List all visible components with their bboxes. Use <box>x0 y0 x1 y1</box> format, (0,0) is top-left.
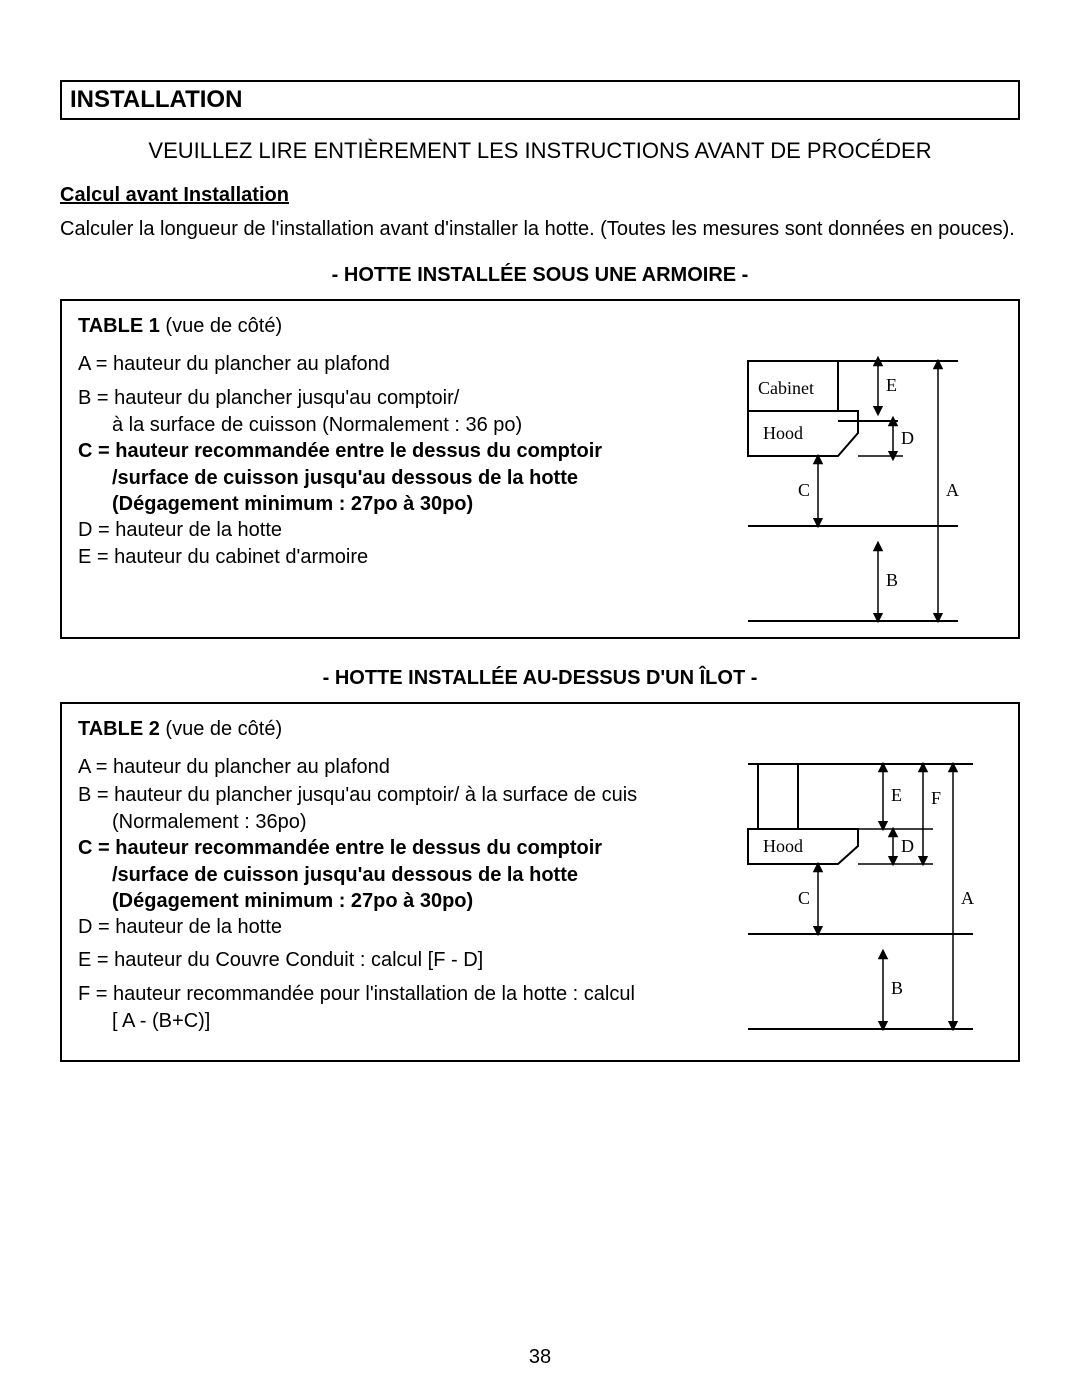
section2-title: - HOTTE INSTALLÉE AU-DESSUS D'UN ÎLOT - <box>60 667 1020 690</box>
def-E: E = hauteur du cabinet d'armoire <box>78 545 638 571</box>
table1-box: TABLE 1 (vue de côté) A = hauteur du pla… <box>60 299 1020 639</box>
subheading-calcul: Calcul avant Installation <box>60 184 1020 207</box>
def2-C-l1: C = hauteur recommandée entre le dessus … <box>78 836 688 862</box>
document-page: INSTALLATION VEUILLEZ LIRE ENTIÈREMENT L… <box>0 0 1080 1130</box>
diagram2-D: D <box>901 836 914 856</box>
def-B-l1: B = hauteur du plancher jusqu'au comptoi… <box>78 386 638 412</box>
diagram2-F: F <box>931 788 941 808</box>
table1-label-bold: TABLE 1 <box>78 315 160 337</box>
intro-paragraph: Calculer la longueur de l'installation a… <box>60 217 1020 242</box>
def-C-l3: (Dégagement minimum : 27po à 30po) <box>78 492 638 518</box>
table2-label-bold: TABLE 2 <box>78 718 160 740</box>
def-D: D = hauteur de la hotte <box>78 518 638 544</box>
diagram1-D: D <box>901 428 914 448</box>
section1-title: - HOTTE INSTALLÉE SOUS UNE ARMOIRE - <box>60 264 1020 287</box>
table1-diagram: Cabinet Hood E D C A B <box>728 331 988 631</box>
table1-definitions: A = hauteur du plancher au plafond B = h… <box>78 352 638 571</box>
diagram1-A: A <box>946 480 959 500</box>
def2-C-l3: (Dégagement minimum : 27po à 30po) <box>78 889 688 915</box>
diagram1-cabinet-label: Cabinet <box>758 378 814 398</box>
def-C-l2: /surface de cuisson jusqu'au dessous de … <box>78 466 638 492</box>
table1-label-rest: (vue de côté) <box>160 315 282 337</box>
def2-F-l1: F = hauteur recommandée pour l'installat… <box>78 982 688 1008</box>
def2-B-l1: B = hauteur du plancher jusqu'au comptoi… <box>78 783 688 809</box>
def2-D: D = hauteur de la hotte <box>78 915 688 941</box>
diagram2-C: C <box>798 888 810 908</box>
def2-F-l2: [ A - (B+C)] <box>78 1009 688 1035</box>
section-header-title: INSTALLATION <box>70 86 242 113</box>
def-A: A = hauteur du plancher au plafond <box>78 352 638 378</box>
instructions-line: VEUILLEZ LIRE ENTIÈREMENT LES INSTRUCTIO… <box>60 138 1020 164</box>
section-header-box: INSTALLATION <box>60 80 1020 120</box>
diagram1-C: C <box>798 480 810 500</box>
diagram1-E: E <box>886 375 897 395</box>
def2-B-l2: (Normalement : 36po) <box>78 810 688 836</box>
diagram2-B: B <box>891 978 903 998</box>
page-number: 38 <box>0 1346 1080 1369</box>
diagram1-hood-label: Hood <box>763 423 803 443</box>
table2-definitions: A = hauteur du plancher au plafond B = h… <box>78 755 688 1035</box>
table2-label-rest: (vue de côté) <box>160 718 282 740</box>
def-B-l2: à la surface de cuisson (Normalement : 3… <box>78 413 638 439</box>
def2-E: E = hauteur du Couvre Conduit : calcul [… <box>78 948 688 974</box>
table2-diagram: Hood E D F C A B <box>728 734 988 1044</box>
diagram2-A: A <box>961 888 974 908</box>
diagram2-E: E <box>891 785 902 805</box>
diagram1-B: B <box>886 570 898 590</box>
table2-box: TABLE 2 (vue de côté) A = hauteur du pla… <box>60 702 1020 1062</box>
def2-C-l2: /surface de cuisson jusqu'au dessous de … <box>78 863 688 889</box>
def2-A: A = hauteur du plancher au plafond <box>78 755 688 781</box>
diagram2-hood-label: Hood <box>763 836 803 856</box>
def-C-l1: C = hauteur recommandée entre le dessus … <box>78 439 638 465</box>
